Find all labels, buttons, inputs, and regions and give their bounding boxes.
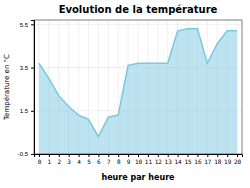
tick-label: 14: [175, 158, 183, 165]
tick-label: 2: [57, 158, 61, 165]
tick: 19: [224, 154, 232, 165]
line: [39, 29, 237, 137]
y-axis: -0.5 1.5 3.5 5.5: [18, 21, 35, 158]
tick: 10: [135, 154, 143, 165]
tick: 15: [184, 154, 192, 165]
tick: 9: [127, 154, 131, 165]
tick-label: 12: [155, 158, 163, 165]
plot: 01234567891011121314151617181920-0.51.53…: [18, 20, 243, 165]
tick-label: 13: [165, 158, 173, 165]
tick: 13: [165, 154, 173, 165]
tick: 3.5: [20, 65, 34, 71]
tick: 6: [97, 154, 101, 165]
tick-mark: [39, 154, 40, 157]
tick-mark: [217, 154, 218, 157]
tick-label: 9: [127, 158, 131, 165]
tick-mark: [128, 154, 129, 157]
y-label: Température en °C: [3, 54, 11, 121]
tick-mark: [178, 154, 179, 157]
tick-label: 5: [87, 158, 91, 165]
tick: 3: [67, 154, 71, 165]
tick-label: 1: [48, 158, 52, 165]
tick: 12: [155, 154, 163, 165]
tick: 1: [48, 154, 52, 165]
tick-mark: [148, 154, 149, 157]
axis-line: [35, 155, 243, 158]
axis-line: [31, 21, 35, 155]
tick-label: 16: [194, 158, 202, 165]
tick-label: 1.5: [20, 108, 29, 114]
tick-mark: [237, 154, 238, 157]
tick-label: 0: [38, 158, 42, 165]
tick: 8: [117, 154, 121, 165]
tick: 17: [204, 154, 212, 165]
tick-mark: [31, 24, 34, 25]
tick-label: 17: [204, 158, 212, 165]
tick-label: 10: [135, 158, 143, 165]
tick-label: 20: [234, 158, 242, 165]
tick: 5: [87, 154, 91, 165]
grid-line: [34, 24, 242, 25]
area: [39, 29, 237, 154]
tick-label: -0.5: [18, 151, 29, 157]
tick-mark: [227, 154, 228, 157]
tick: 16: [194, 154, 202, 165]
tick-mark: [188, 154, 189, 157]
tick: 0: [38, 154, 42, 165]
tick-mark: [108, 154, 109, 157]
tick-label: 3.5: [20, 65, 29, 71]
tick: 18: [214, 154, 222, 165]
tick-mark: [31, 154, 34, 155]
grid-line: [98, 20, 99, 154]
tick: 1.5: [20, 108, 34, 114]
tick-mark: [168, 154, 169, 157]
tick-mark: [158, 154, 159, 157]
tick: -0.5: [18, 151, 34, 157]
tick-label: 19: [224, 158, 232, 165]
x-label: heure par heure: [101, 173, 175, 182]
tick-label: 3: [67, 158, 71, 165]
tick-mark: [207, 154, 208, 157]
tick: 7: [107, 154, 111, 165]
tick-mark: [88, 154, 89, 157]
tick-mark: [118, 154, 119, 157]
tick: 20: [234, 154, 242, 165]
tick-label: 18: [214, 158, 222, 165]
tick-label: 5.5: [20, 22, 29, 28]
tick-label: 11: [145, 158, 153, 165]
tick-mark: [49, 154, 50, 157]
title: Evolution de la température: [59, 4, 218, 15]
chart: 01234567891011121314151617181920-0.51.53…: [0, 0, 250, 188]
x-axis: 01234567891011121314151617181920: [35, 154, 243, 165]
tick-label: 4: [77, 158, 81, 165]
tick-mark: [31, 68, 34, 69]
tick-label: 6: [97, 158, 101, 165]
tick: 4: [77, 154, 81, 165]
tick-mark: [98, 154, 99, 157]
tick-label: 15: [184, 158, 192, 165]
tick-label: 7: [107, 158, 111, 165]
tick-mark: [59, 154, 60, 157]
tick-label: 8: [117, 158, 121, 165]
tick-mark: [138, 154, 139, 157]
tick-mark: [197, 154, 198, 157]
tick: 14: [175, 154, 183, 165]
tick: 2: [57, 154, 61, 165]
tick: 5.5: [20, 22, 34, 28]
frame: [34, 20, 242, 154]
tick: 11: [145, 154, 153, 165]
tick-mark: [79, 154, 80, 157]
marks: [39, 29, 237, 154]
tick-mark: [31, 111, 34, 112]
grid: [34, 20, 242, 154]
tick-mark: [69, 154, 70, 157]
